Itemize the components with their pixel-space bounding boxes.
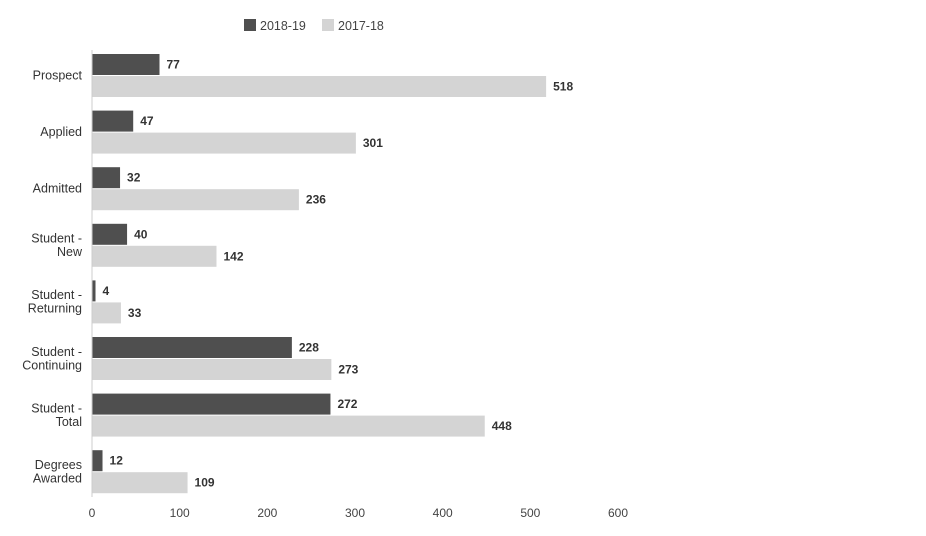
x-tick-label-500: 500 [520,506,540,520]
bar-2017-18-5 [92,359,332,380]
data-label-2018-19-6: 272 [337,397,357,411]
data-label-2017-18-4: 33 [128,306,142,320]
data-label-2018-19-1: 47 [140,114,154,128]
data-label-2018-19-4: 4 [103,284,110,298]
bar-2017-18-3 [92,245,217,267]
data-label-2018-19-0: 77 [167,58,181,72]
category-label-3-0: Student - [31,232,82,246]
legend-label-2018-19: 2018-19 [260,19,306,33]
bar-2017-18-4 [92,302,121,324]
bar-2018-19-5 [92,337,292,358]
category-label-7-0: Degrees [35,458,82,472]
category-label-4-1: Returning [28,302,82,316]
legend-label-2017-18: 2017-18 [338,19,384,33]
data-label-2018-19-7: 12 [110,454,124,468]
legend-swatch-2017-18 [322,19,334,31]
data-label-2018-19-2: 32 [127,171,141,185]
chart-plot-area: 77 518 47 301 32 236 40 142 4 33 228 273 272 448 12 109 [92,54,573,494]
bar-2017-18-0 [92,76,547,97]
category-label-2: Admitted [33,182,82,196]
bar-2017-18-1 [92,132,356,154]
x-tick-label-200: 200 [257,506,277,520]
bar-2018-19-3 [92,223,128,245]
x-tick-label-0: 0 [89,506,96,520]
data-label-2017-18-5: 273 [338,363,358,377]
category-label-6-1: Total [56,415,82,429]
x-tick-label-600: 600 [608,506,628,520]
x-tick-label-400: 400 [433,506,453,520]
data-label-2017-18-0: 518 [553,80,573,94]
bar-2018-19-7 [92,450,103,472]
bar-2018-19-1 [92,110,134,132]
x-tick-label-100: 100 [170,506,190,520]
category-label-3-1: New [57,245,83,259]
category-label-5-0: Student - [31,345,82,359]
data-label-2017-18-1: 301 [363,136,383,150]
data-label-2017-18-3: 142 [223,249,243,263]
chart-legend: 2018-19 2017-18 [244,19,384,33]
data-label-2018-19-3: 40 [134,227,148,241]
x-axis: 0 100 200 300 400 500 600 [89,506,629,520]
category-label-0: Prospect [33,69,83,83]
bar-2017-18-2 [92,189,299,211]
legend-swatch-2018-19 [244,19,256,31]
category-label-5-1: Continuing [22,358,82,372]
category-label-1: Applied [40,125,82,139]
bar-2018-19-2 [92,167,121,189]
bar-2018-19-4 [92,280,96,302]
category-label-4-0: Student - [31,288,82,302]
category-label-6-0: Student - [31,401,82,415]
x-tick-label-300: 300 [345,506,365,520]
bar-2018-19-6 [92,393,331,415]
data-label-2018-19-5: 228 [299,341,319,355]
bar-2018-19-0 [92,54,160,75]
bar-2017-18-7 [92,472,188,494]
data-label-2017-18-2: 236 [306,193,326,207]
category-label-7-1: Awarded [33,471,82,485]
data-label-2017-18-7: 109 [195,476,215,490]
data-label-2017-18-6: 448 [492,419,512,433]
bar-2017-18-6 [92,415,485,437]
